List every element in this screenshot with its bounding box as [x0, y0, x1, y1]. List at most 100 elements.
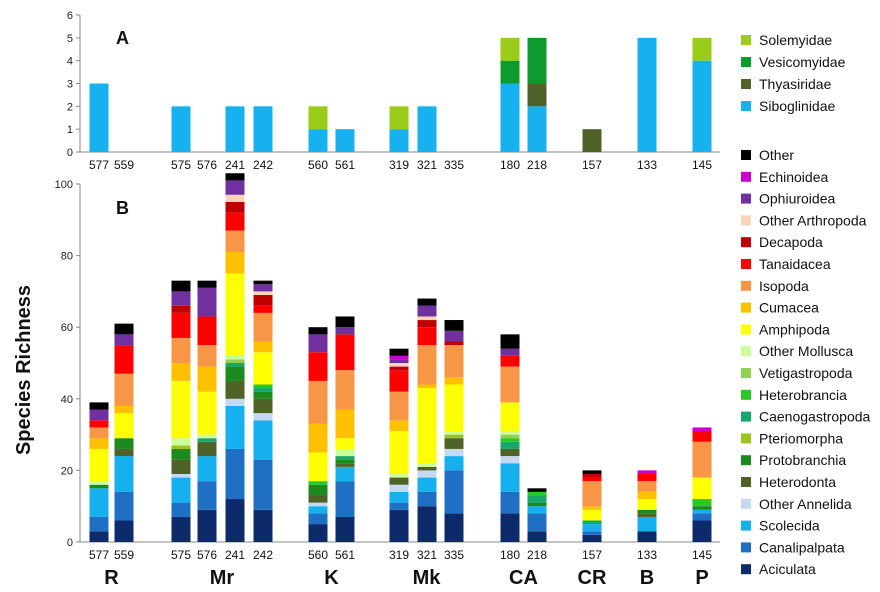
- bar-ophiuroidea-321: [417, 305, 437, 317]
- panel-a-legend: Solemyidae Vesicomyidae Thyasiridae Sibogli…: [741, 32, 846, 114]
- panel-a-y-tick-label: 5: [67, 33, 73, 45]
- bar-other-arthropoda-242: [253, 291, 273, 295]
- bar-canalipalpata-218: [527, 513, 547, 532]
- bar-scolecida-321: [417, 477, 437, 492]
- bar-isopoda-575: [171, 337, 191, 363]
- legend-swatch-caenogastropoda: [741, 411, 751, 422]
- bar-ophiuroidea-576: [197, 287, 217, 317]
- bar-protobranchia-241: [225, 366, 245, 381]
- bar-aciculata-218: [527, 531, 547, 542]
- bar-canalipalpata-560: [308, 513, 328, 525]
- bar-decapoda-321: [417, 320, 437, 328]
- bar-other-mollusca-577: [89, 481, 109, 485]
- bar-aciculata-561: [335, 516, 355, 542]
- bar-tanaidacea-560: [308, 352, 328, 381]
- bar-other-annelida-575: [171, 473, 191, 478]
- bar-ophiuroidea-560: [308, 334, 328, 353]
- legend-swatch-vesicomyidae: [741, 57, 751, 67]
- bar-siboglinidae-575: [171, 106, 191, 152]
- bar-echinoidea-319: [389, 355, 409, 360]
- panel-b-y-tick-label: 60: [61, 322, 73, 334]
- bar-canalipalpata-180: [500, 491, 520, 514]
- bar-caenogastropoda-180: [500, 441, 520, 449]
- bar-heterodonta-335: [444, 438, 464, 449]
- site-label-577: 577: [89, 158, 109, 172]
- panel-a-y-tick-label: 2: [67, 101, 73, 113]
- bar-isopoda-157: [582, 481, 602, 507]
- bar-isopoda-133: [637, 481, 657, 492]
- site-label-575: 575: [171, 158, 191, 172]
- bar-vesicomyidae-218: [527, 37, 547, 84]
- site-label-559: 559: [114, 158, 134, 172]
- bar-ophiuroidea-577: [89, 409, 109, 421]
- bar-aciculata-576: [197, 509, 217, 542]
- legend-label-solemyidae: Solemyidae: [759, 32, 832, 48]
- bar-amphipoda-575: [171, 380, 191, 439]
- bar-ophiuroidea-180: [500, 348, 520, 356]
- bar-siboglinidae-319: [389, 129, 409, 152]
- bar-canalipalpata-575: [171, 502, 191, 517]
- bar-cumacea-319: [389, 420, 409, 432]
- bar-ophiuroidea-335: [444, 330, 464, 342]
- bar-amphipoda-576: [197, 391, 217, 435]
- bar-other-mollusca-576: [197, 434, 217, 439]
- bar-protobranchia-133: [637, 509, 657, 514]
- site-label-218: 218: [527, 548, 547, 562]
- bar-amphipoda-241: [225, 273, 245, 356]
- bar-scolecida-576: [197, 456, 217, 482]
- bar-heterodonta-576: [197, 441, 217, 457]
- bar-scolecida-575: [171, 477, 191, 503]
- bar-heterodonta-561: [335, 463, 355, 467]
- bar-isopoda-561: [335, 370, 355, 410]
- panel-b-region-labels: R Mr K Mk CA CR B P: [104, 567, 708, 589]
- bar-canalipalpata-157: [582, 531, 602, 535]
- panel-a-chart: 0 1 2 3 4 5 6 577 559 575 576 241 242 560 561 319 321 33…: [67, 10, 720, 172]
- bar-other-annelida-319: [389, 484, 409, 492]
- bar-scolecida-218: [527, 506, 547, 514]
- bar-isopoda-145: [692, 441, 712, 478]
- legend-swatch-solemyidae: [741, 35, 751, 45]
- legend-swatch-thyasiridae: [741, 79, 751, 89]
- bar-scolecida-319: [389, 491, 409, 503]
- bar-other-180: [500, 334, 520, 349]
- bar-amphipoda-561: [335, 438, 355, 449]
- bar-other-mollusca-319: [389, 473, 409, 478]
- bar-cumacea-335: [444, 377, 464, 385]
- bar-other-241: [225, 173, 245, 181]
- bar-other-242: [253, 280, 273, 285]
- bar-other-mollusca-575: [171, 438, 191, 446]
- site-label-560: 560: [308, 548, 328, 562]
- legend-swatch-isopoda: [741, 280, 751, 291]
- bar-siboglinidae-561: [335, 129, 355, 152]
- site-label-133: 133: [637, 548, 657, 562]
- bar-canalipalpata-241: [225, 448, 245, 500]
- bar-scolecida-157: [582, 524, 602, 532]
- bar-canalipalpata-576: [197, 481, 217, 510]
- bar-canalipalpata-335: [444, 470, 464, 514]
- legend-label-scolecida: Scolecida: [759, 518, 820, 534]
- bar-other-335: [444, 320, 464, 331]
- bar-scolecida-561: [335, 466, 355, 482]
- panel-a-label: A: [116, 28, 129, 48]
- bar-other-mollusca-241: [225, 355, 245, 360]
- bar-isopoda-335: [444, 345, 464, 378]
- region-label-mk: Mk: [413, 567, 442, 589]
- legend-swatch-scolecida: [741, 520, 751, 531]
- bar-amphipoda-577: [89, 448, 109, 482]
- bar-other-319: [389, 348, 409, 356]
- bar-other-arthropoda-321: [417, 316, 437, 321]
- panel-a-y-tick-label: 1: [67, 124, 73, 136]
- bar-aciculata-180: [500, 513, 520, 542]
- bar-siboglinidae-577: [89, 83, 109, 152]
- bar-siboglinidae-145: [692, 60, 712, 152]
- bar-isopoda-576: [197, 345, 217, 367]
- bar-decapoda-241: [225, 201, 245, 213]
- bar-canalipalpata-321: [417, 491, 437, 507]
- bar-tanaidacea-241: [225, 212, 245, 231]
- bar-heterobrancia-218: [527, 491, 547, 496]
- bar-amphipoda-145: [692, 477, 712, 500]
- bar-other-mollusca-321: [417, 463, 437, 467]
- legend-label-amphipoda: Amphipoda: [759, 321, 830, 337]
- bar-other-annelida-180: [500, 456, 520, 464]
- bar-caenogastropoda-218: [527, 495, 547, 503]
